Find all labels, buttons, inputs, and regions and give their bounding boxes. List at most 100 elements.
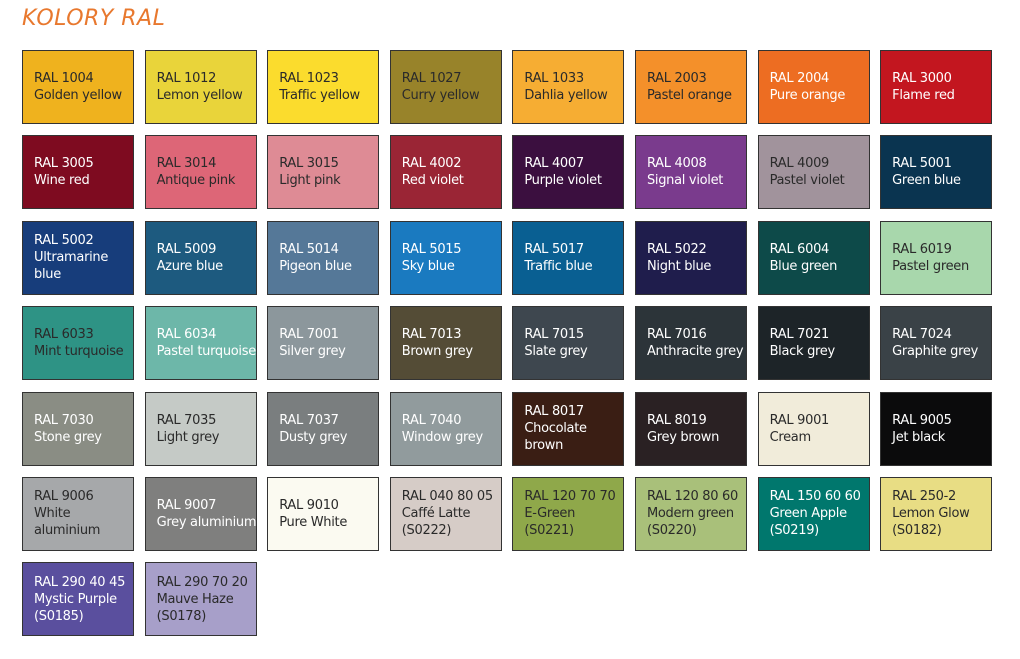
swatch-name: Pigeon blue: [279, 258, 352, 274]
swatch-name: Jet black: [892, 429, 946, 445]
swatch-code: RAL 3015: [279, 156, 339, 172]
color-swatch: RAL 1033 Dahlia yellow: [512, 50, 625, 124]
color-swatch: RAL 5014 Pigeon blue: [267, 220, 380, 295]
color-swatch: RAL 7021 Black grey: [757, 306, 870, 381]
swatch-code: RAL 5014: [279, 241, 339, 257]
swatch-code: RAL 6004: [769, 241, 830, 257]
swatch-code: RAL 7016: [646, 327, 707, 343]
swatch-code: RAL 1033: [524, 71, 584, 86]
swatch-code: RAL 5017: [524, 241, 584, 257]
color-swatch: RAL 9006 White aluminium: [22, 476, 134, 551]
swatch-name: (S0220): [646, 523, 697, 539]
swatch-name: Brown grey: [401, 344, 473, 360]
swatch-name: E-Green: [524, 506, 576, 522]
swatch-name: Grey aluminium: [156, 514, 257, 530]
color-swatch: RAL 5009 Azure blue: [144, 220, 257, 295]
swatch-name: Red violet: [401, 173, 464, 189]
swatch-name: Traffic yellow: [279, 88, 360, 103]
swatch-name: Pure orange: [769, 88, 846, 103]
swatch-code: RAL 4007: [524, 156, 584, 172]
swatch-name: Anthracite grey: [646, 344, 744, 360]
swatch-code: RAL 6034: [156, 327, 217, 343]
swatch-name: Pastel violet: [769, 173, 845, 189]
color-swatch: RAL 7001 Silver grey: [267, 306, 380, 381]
color-swatch: RAL 2004 Pure orange: [757, 50, 870, 124]
swatch-name: (S0185): [34, 608, 84, 624]
swatch-code: RAL 290 70 20: [156, 574, 248, 590]
page-title: KOLORY RAL: [22, 6, 166, 31]
swatch-code: RAL 7040: [401, 412, 462, 428]
color-swatch: RAL 5001 Green blue: [880, 135, 993, 210]
swatch-code: RAL 7001: [279, 327, 339, 343]
swatch-name: Pastel turquoise: [156, 344, 257, 360]
swatch-code: RAL 3014: [156, 156, 217, 172]
swatch-code: RAL 9010: [279, 497, 339, 513]
color-swatch: RAL 6004 Blue green: [757, 220, 870, 295]
swatch-code: RAL 7024: [892, 327, 952, 343]
swatch-code: RAL 8017: [524, 404, 584, 420]
swatch-code: RAL 1023: [279, 71, 339, 86]
swatch-name: Mystic Purple: [34, 591, 117, 607]
color-swatch: RAL 9007 Grey aluminium: [144, 476, 257, 551]
swatch-code: RAL 120 70 70: [524, 489, 616, 505]
color-swatch: RAL 3014 Antique pink: [144, 135, 257, 210]
swatch-name: Caffé Latte: [401, 506, 471, 522]
swatch-name: aluminium: [34, 523, 101, 539]
color-swatch: RAL 7016 Anthracite grey: [634, 306, 747, 381]
swatch-code: RAL 3005: [34, 156, 94, 172]
swatch-code: RAL 7013: [401, 327, 462, 343]
swatch-code: RAL 7021: [769, 327, 830, 343]
swatch-name: brown: [524, 438, 564, 454]
swatch-name: Light grey: [156, 429, 220, 445]
swatch-code: RAL 7037: [279, 412, 339, 428]
swatch-name: (S0178): [156, 608, 207, 624]
color-swatch: RAL 290 40 45 Mystic Purple (S0185): [22, 562, 134, 637]
color-swatch: RAL 7015 Slate grey: [512, 306, 625, 381]
swatch-code: RAL 8019: [646, 412, 707, 428]
swatch-code: RAL 6019: [892, 241, 952, 257]
color-swatch: RAL 4007 Purple violet: [512, 135, 625, 210]
swatch-name: Mauve Haze: [156, 591, 234, 607]
color-swatch: RAL 6033 Mint turquoise: [22, 306, 134, 381]
swatch-code: RAL 1012: [156, 71, 217, 86]
swatch-name: Lemon yellow: [156, 88, 243, 103]
color-swatch: RAL 3015 Light pink: [267, 135, 380, 210]
swatch-code: RAL 1004: [34, 71, 94, 86]
swatch-code: RAL 5002: [34, 233, 94, 249]
swatch-name: Pure White: [279, 514, 348, 530]
color-swatch: RAL 5022 Night blue: [634, 220, 747, 295]
swatch-code: RAL 9007: [156, 497, 217, 513]
swatch-code: RAL 5001: [892, 156, 952, 172]
swatch-name: Golden yellow: [34, 88, 122, 103]
swatch-code: RAL 150 60 60: [769, 489, 861, 505]
swatch-name: Cream: [769, 429, 812, 445]
swatch-code: RAL 7015: [524, 327, 584, 343]
swatch-name: (S0182): [892, 523, 942, 539]
swatch-name: Pastel green: [892, 258, 969, 274]
color-swatch: RAL 040 80 05 Caffé Latte (S0222): [389, 476, 502, 551]
color-swatch: RAL 6019 Pastel green: [880, 220, 993, 295]
swatch-name: Light pink: [279, 173, 341, 189]
color-swatch-grid: RAL 1004 Golden yellow RAL 1012 Lemon yello…: [22, 50, 993, 637]
swatch-name: Sky blue: [401, 258, 455, 274]
color-swatch: RAL 250-2 Lemon Glow (S0182): [880, 476, 993, 551]
color-swatch: RAL 1004 Golden yellow: [22, 50, 134, 124]
swatch-code: RAL 4002: [401, 156, 462, 172]
color-swatch: RAL 120 70 70 E-Green (S0221): [512, 476, 625, 551]
swatch-name: Flame red: [892, 88, 955, 103]
color-swatch: RAL 7024 Graphite grey: [880, 306, 993, 381]
swatch-code: RAL 9001: [769, 412, 830, 428]
color-swatch: RAL 9001 Cream: [757, 391, 870, 466]
swatch-code: RAL 250-2: [892, 489, 957, 505]
color-swatch: RAL 5015 Sky blue: [389, 220, 502, 295]
color-swatch: RAL 7030 Stone grey: [22, 391, 134, 466]
swatch-name: Antique pink: [156, 173, 236, 189]
swatch-name: Green blue: [892, 173, 961, 189]
swatch-name: Traffic blue: [524, 258, 593, 274]
swatch-name: Night blue: [646, 258, 712, 274]
swatch-code: RAL 7035: [156, 412, 217, 428]
swatch-name: Modern green: [646, 506, 734, 522]
swatch-code: RAL 4008: [646, 156, 707, 172]
swatch-name: Chocolate: [524, 421, 587, 437]
color-swatch: RAL 3005 Wine red: [22, 135, 134, 210]
